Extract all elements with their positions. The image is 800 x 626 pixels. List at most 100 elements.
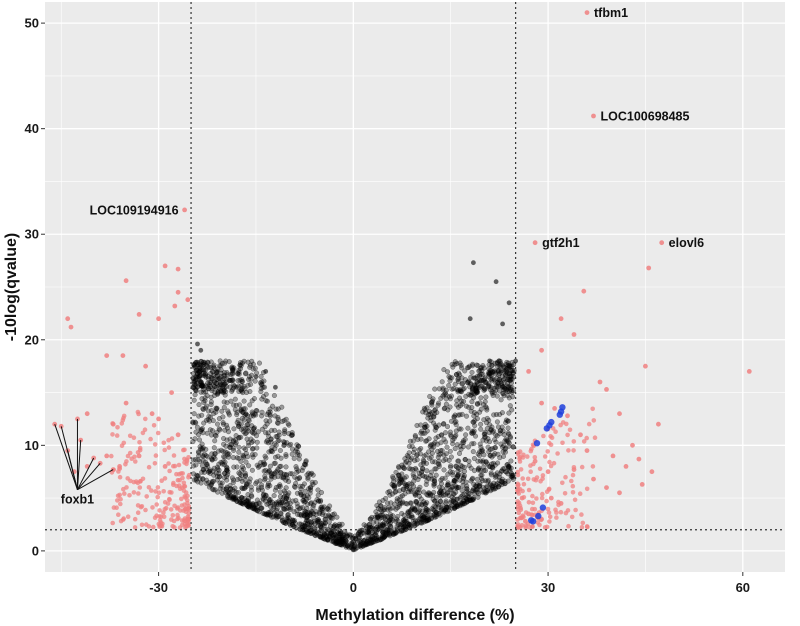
nonsignificant-point: [428, 442, 434, 448]
significant-point: [171, 463, 176, 469]
significant-point: [549, 435, 555, 441]
nonsignificant-point: [481, 365, 487, 371]
significant-point: [571, 439, 577, 444]
nonsignificant-point: [227, 490, 233, 496]
nonsignificant-point: [263, 398, 269, 404]
nonsignificant-point: [272, 474, 278, 480]
nonsignificant-point: [294, 442, 300, 448]
nonsignificant-point: [495, 424, 501, 430]
nonsignificant-point: [222, 360, 228, 366]
nonsignificant-point: [234, 455, 240, 461]
nonsignificant-point: [284, 501, 290, 507]
data-point: [746, 369, 752, 374]
nonsignificant-point: [432, 407, 438, 413]
nonsignificant-point: [441, 367, 447, 373]
nonsignificant-point: [250, 413, 256, 419]
nonsignificant-point: [461, 440, 467, 446]
highlighted-point: [539, 504, 547, 511]
nonsignificant-point: [261, 462, 267, 468]
nonsignificant-point: [500, 480, 506, 486]
nonsignificant-point: [411, 483, 417, 489]
nonsignificant-point: [478, 472, 484, 478]
nonsignificant-point: [424, 460, 430, 466]
nonsignificant-point: [501, 387, 507, 393]
nonsignificant-point: [497, 431, 503, 437]
nonsignificant-point: [303, 459, 309, 465]
nonsignificant-point: [429, 402, 435, 408]
significant-point: [155, 494, 160, 500]
nonsignificant-point: [319, 490, 325, 496]
nonsignificant-point: [221, 436, 227, 442]
nonsignificant-point: [272, 487, 278, 493]
nonsignificant-point: [471, 491, 477, 497]
nonsignificant-point: [245, 504, 251, 510]
nonsignificant-point: [453, 463, 459, 469]
nonsignificant-point: [466, 404, 472, 410]
data-point: [581, 288, 587, 294]
significant-point: [174, 506, 180, 511]
significant-point: [168, 507, 174, 512]
nonsignificant-point: [253, 507, 259, 513]
nonsignificant-point: [290, 518, 296, 524]
nonsignificant-point: [243, 370, 249, 376]
nonsignificant-point: [208, 402, 214, 408]
nonsignificant-point: [280, 475, 286, 481]
nonsignificant-point: [275, 420, 281, 426]
nonsignificant-point: [413, 491, 419, 497]
nonsignificant-point: [496, 358, 502, 364]
nonsignificant-point: [191, 378, 197, 384]
nonsignificant-point: [453, 475, 459, 481]
nonsignificant-point: [509, 407, 515, 413]
nonsignificant-point: [501, 380, 507, 386]
nonsignificant-point: [501, 453, 507, 459]
data-point: [182, 207, 188, 213]
nonsignificant-point: [484, 426, 490, 432]
nonsignificant-point: [242, 485, 248, 491]
nonsignificant-point: [275, 514, 281, 520]
significant-point: [554, 510, 559, 515]
significant-point: [586, 421, 592, 427]
significant-point: [579, 464, 585, 470]
data-point: [532, 458, 538, 464]
nonsignificant-point: [273, 434, 279, 440]
nonsignificant-point: [441, 436, 447, 442]
nonsignificant-point: [217, 358, 223, 364]
nonsignificant-point: [407, 500, 413, 506]
significant-point: [162, 447, 167, 453]
nonsignificant-point: [244, 413, 250, 419]
significant-point: [162, 500, 168, 505]
nonsignificant-point: [412, 433, 418, 439]
nonsignificant-point: [297, 475, 303, 481]
nonsignificant-point: [478, 421, 484, 427]
nonsignificant-point: [250, 438, 256, 444]
x-tick-label: 30: [541, 580, 555, 595]
nonsignificant-point: [277, 464, 283, 470]
nonsignificant-point: [275, 406, 281, 412]
nonsignificant-point: [461, 385, 467, 391]
significant-point: [560, 480, 565, 486]
nonsignificant-point: [459, 488, 465, 494]
nonsignificant-point: [415, 477, 421, 483]
nonsignificant-point: [494, 419, 500, 425]
nonsignificant-point: [470, 475, 476, 481]
nonsignificant-point: [304, 505, 310, 511]
nonsignificant-point: [204, 403, 210, 409]
nonsignificant-point: [293, 448, 299, 454]
nonsignificant-point: [369, 534, 375, 540]
nonsignificant-point: [422, 501, 428, 507]
nonsignificant-point: [246, 443, 252, 449]
nonsignificant-point: [460, 444, 466, 450]
nonsignificant-point: [503, 436, 509, 442]
nonsignificant-point: [208, 482, 214, 488]
nonsignificant-point: [463, 393, 469, 399]
nonsignificant-point: [449, 386, 455, 392]
nonsignificant-point: [260, 384, 266, 390]
nonsignificant-point: [207, 384, 213, 390]
nonsignificant-point: [235, 371, 241, 377]
nonsignificant-point: [259, 409, 265, 415]
nonsignificant-point: [252, 365, 258, 371]
nonsignificant-point: [497, 362, 503, 368]
nonsignificant-point: [439, 432, 445, 438]
nonsignificant-point: [305, 476, 311, 482]
nonsignificant-point: [399, 471, 405, 477]
